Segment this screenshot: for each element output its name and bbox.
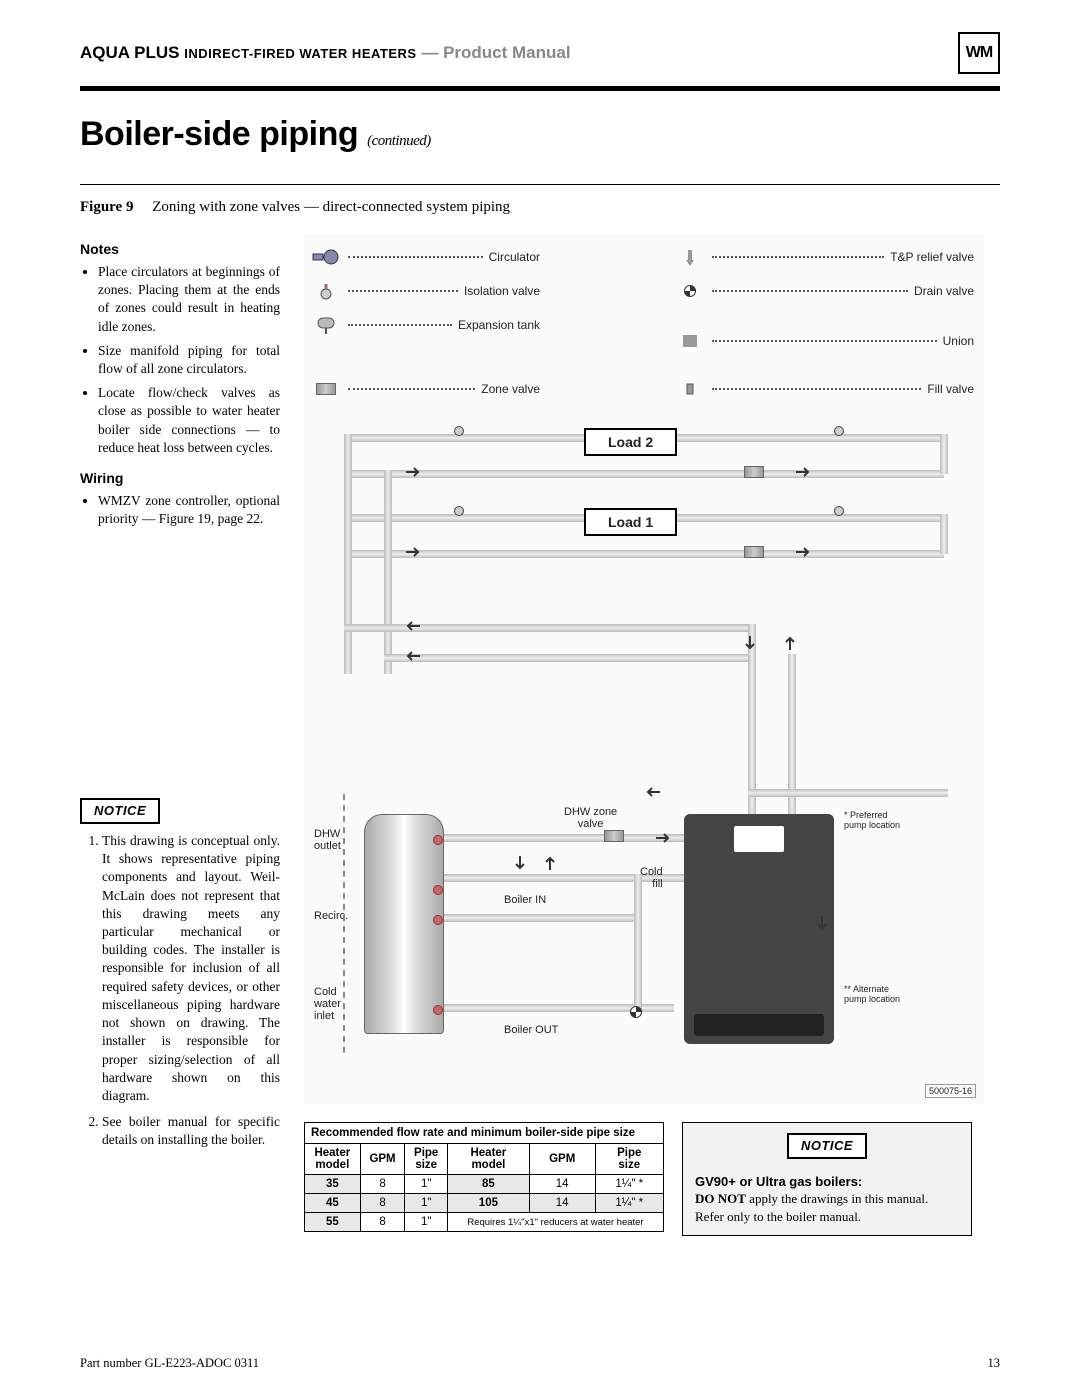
- header-title: AQUA PLUS INDIRECT-FIRED WATER HEATERS —…: [80, 43, 571, 63]
- legend-isolation: Isolation valve: [464, 284, 540, 298]
- preferred-pump-label: * Preferred pump location: [844, 810, 900, 830]
- iso-valve-sym: [834, 506, 844, 516]
- table-row: 45 8 1" 105 14 1¼" *: [305, 1194, 664, 1213]
- iso-valve-sym: [454, 426, 464, 436]
- boiler-out-label: Boiler OUT: [504, 1024, 558, 1036]
- drain-sym: [630, 1006, 642, 1018]
- table-footnote: Requires 1¼"x1" reducers at water heater: [447, 1213, 663, 1232]
- section-rule: [80, 184, 1000, 185]
- page-number: 13: [988, 1356, 1001, 1371]
- notes-list: Place circulators at beginnings of zones…: [80, 263, 280, 457]
- legend-drain: Drain valve: [914, 284, 974, 298]
- table-header: Pipe size: [595, 1144, 663, 1175]
- header-rule: [80, 86, 1000, 91]
- brand-logo: WM: [958, 32, 1000, 74]
- drawing-number: 500075-16: [925, 1084, 976, 1098]
- table-title: Recommended flow rate and minimum boiler…: [305, 1123, 664, 1144]
- expansion-tank-icon: [310, 316, 342, 334]
- legend-circulator: Circulator: [489, 250, 540, 264]
- isolation-valve-icon: [310, 282, 342, 300]
- list-item: This drawing is conceptual only. It show…: [102, 832, 280, 1105]
- right-column: Circulator Isolation valve Expansion tan…: [304, 234, 1000, 1236]
- table-row: 35 8 1" 85 14 1¼" *: [305, 1175, 664, 1194]
- notice-left: NOTICE This drawing is conceptual only. …: [80, 798, 280, 1149]
- page-header: AQUA PLUS INDIRECT-FIRED WATER HEATERS —…: [80, 32, 1000, 74]
- product-line: AQUA PLUS: [80, 43, 180, 62]
- wiring-heading: Wiring: [80, 469, 280, 488]
- figure-text: Zoning with zone valves — direct-connect…: [152, 199, 510, 215]
- load2-box: Load 2: [584, 428, 677, 456]
- doc-type: Product Manual: [443, 43, 571, 62]
- table-header: Pipe size: [405, 1144, 448, 1175]
- table-header: Heater model: [305, 1144, 361, 1175]
- union-icon: [674, 332, 706, 350]
- notice-right: NOTICE GV90+ or Ultra gas boilers: DO NO…: [682, 1122, 972, 1236]
- list-item: Place circulators at beginnings of zones…: [98, 263, 280, 336]
- wiring-list: WMZV zone controller, optional priority …: [80, 492, 280, 528]
- fill-valve-icon: [674, 380, 706, 398]
- alternate-pump-label: ** Alternate pump location: [844, 984, 900, 1004]
- dhw-zone-valve-label: DHW zone valve: [564, 806, 617, 830]
- notice-badge: NOTICE: [787, 1133, 867, 1159]
- table-header: GPM: [529, 1144, 595, 1175]
- flow-rate-table: Recommended flow rate and minimum boiler…: [304, 1122, 664, 1232]
- left-column: Notes Place circulators at beginnings of…: [80, 234, 280, 1236]
- zone-valve-sym: [744, 546, 764, 558]
- section-title: Boiler-side piping: [80, 115, 358, 153]
- list-item: See boiler manual for specific details o…: [102, 1113, 280, 1149]
- legend-expansion: Expansion tank: [458, 318, 540, 332]
- zone-valve-icon: [310, 380, 342, 398]
- list-item: WMZV zone controller, optional priority …: [98, 492, 280, 528]
- list-item: Size manifold piping for total flow of a…: [98, 342, 280, 378]
- figure-label: Figure 9: [80, 199, 133, 215]
- notice-badge: NOTICE: [80, 798, 160, 824]
- cold-fill-label: Cold fill: [640, 866, 663, 890]
- drain-valve-icon: [674, 282, 706, 300]
- header-subtitle: INDIRECT-FIRED WATER HEATERS: [184, 46, 416, 61]
- section-heading: Boiler-side piping (continued): [80, 115, 1000, 154]
- table-header: Heater model: [447, 1144, 529, 1175]
- table-header: GPM: [360, 1144, 405, 1175]
- part-number: Part number GL-E223-ADOC 0311: [80, 1356, 259, 1371]
- legend-union: Union: [943, 334, 974, 348]
- boiler-unit: [684, 814, 834, 1044]
- legend-zone-valve: Zone valve: [481, 382, 540, 396]
- tp-relief-icon: [674, 248, 706, 266]
- table-row: 55 8 1" Requires 1¼"x1" reducers at wate…: [305, 1213, 664, 1232]
- page-footer: Part number GL-E223-ADOC 0311 13: [80, 1356, 1000, 1371]
- iso-valve-sym: [454, 506, 464, 516]
- legend-fill: Fill valve: [927, 382, 974, 396]
- notice-right-title: GV90+ or Ultra gas boilers:: [695, 1173, 959, 1191]
- continued-label: (continued): [367, 133, 431, 149]
- piping-diagram: Circulator Isolation valve Expansion tan…: [304, 234, 984, 1104]
- boiler-in-label: Boiler IN: [504, 894, 546, 906]
- notice-right-body: DO NOT apply the drawings in this manual…: [695, 1190, 959, 1225]
- list-item: Locate flow/check valves as close as pos…: [98, 384, 280, 457]
- notice-left-list: This drawing is conceptual only. It show…: [80, 832, 280, 1150]
- iso-valve-sym: [834, 426, 844, 436]
- dhw-zone-valve-sym: [604, 830, 624, 842]
- legend-tp: T&P relief valve: [890, 250, 974, 264]
- figure-caption: Figure 9 Zoning with zone valves — direc…: [80, 199, 1000, 216]
- water-heater-tank: [364, 814, 444, 1034]
- circulator-icon: [310, 248, 342, 266]
- load1-box: Load 1: [584, 508, 677, 536]
- notes-heading: Notes: [80, 240, 280, 259]
- zone-valve-sym: [744, 466, 764, 478]
